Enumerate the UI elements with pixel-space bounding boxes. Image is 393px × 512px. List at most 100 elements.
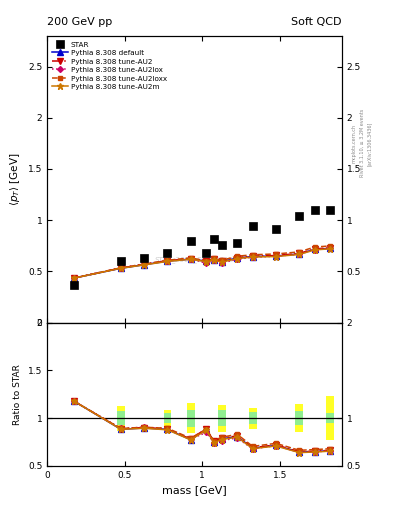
Pythia 8.308 default — [312, 246, 317, 252]
Pythia 8.308 tune-AU2lox — [188, 255, 193, 262]
Line: Pythia 8.308 default: Pythia 8.308 default — [72, 246, 333, 281]
Pythia 8.308 default — [204, 258, 209, 264]
Text: STAR_2006_S6860818: STAR_2006_S6860818 — [155, 256, 234, 263]
Pythia 8.308 tune-AU2m — [142, 262, 147, 268]
Line: Pythia 8.308 tune-AU2m: Pythia 8.308 tune-AU2m — [71, 245, 334, 282]
Text: 200 GeV pp: 200 GeV pp — [47, 17, 112, 27]
Pythia 8.308 tune-AU2m — [165, 259, 170, 265]
Bar — [163, 413, 171, 423]
STAR — [72, 282, 77, 288]
Pythia 8.308 tune-AU2lox — [142, 261, 147, 267]
Pythia 8.308 tune-AU2m — [274, 253, 278, 260]
Pythia 8.308 tune-AU2lox — [165, 258, 170, 264]
Pythia 8.308 tune-AU2 — [72, 275, 77, 281]
Pythia 8.308 tune-AU2m — [204, 259, 209, 265]
Pythia 8.308 default — [188, 256, 193, 262]
Pythia 8.308 tune-AU2m — [250, 254, 255, 260]
Pythia 8.308 tune-AU2m — [72, 275, 77, 281]
Pythia 8.308 default — [72, 275, 77, 281]
Pythia 8.308 tune-AU2lox — [211, 257, 216, 263]
Pythia 8.308 tune-AU2 — [250, 253, 255, 259]
STAR — [235, 240, 240, 246]
Pythia 8.308 tune-AU2loxx — [235, 253, 240, 259]
STAR — [142, 255, 147, 261]
Pythia 8.308 tune-AU2loxx — [312, 244, 317, 250]
Y-axis label: $\langle p_T \rangle$ [GeV]: $\langle p_T \rangle$ [GeV] — [8, 153, 22, 206]
Pythia 8.308 tune-AU2m — [188, 256, 193, 262]
Pythia 8.308 tune-AU2m — [235, 255, 240, 262]
Pythia 8.308 tune-AU2 — [165, 258, 170, 264]
Pythia 8.308 tune-AU2lox — [219, 260, 224, 266]
Bar — [249, 408, 257, 429]
Pythia 8.308 tune-AU2 — [328, 245, 332, 251]
Pythia 8.308 tune-AU2lox — [72, 275, 77, 281]
Pythia 8.308 default — [274, 253, 278, 259]
Pythia 8.308 default — [235, 255, 240, 261]
Pythia 8.308 tune-AU2 — [119, 265, 123, 271]
Pythia 8.308 tune-AU2loxx — [297, 249, 301, 255]
Pythia 8.308 default — [250, 253, 255, 260]
Pythia 8.308 tune-AU2loxx — [211, 255, 216, 261]
Bar — [218, 411, 226, 426]
Pythia 8.308 tune-AU2lox — [274, 253, 278, 259]
Pythia 8.308 default — [119, 265, 123, 271]
Line: Pythia 8.308 tune-AU2: Pythia 8.308 tune-AU2 — [72, 245, 333, 281]
Bar — [163, 410, 171, 426]
Text: Soft QCD: Soft QCD — [292, 17, 342, 27]
Text: mcplots.cern.ch: mcplots.cern.ch — [352, 124, 357, 163]
Y-axis label: Ratio to STAR: Ratio to STAR — [13, 364, 22, 424]
STAR — [211, 236, 216, 242]
Pythia 8.308 tune-AU2loxx — [119, 265, 123, 271]
STAR — [188, 238, 193, 244]
Pythia 8.308 tune-AU2 — [297, 250, 301, 257]
Pythia 8.308 default — [297, 251, 301, 257]
Line: Pythia 8.308 tune-AU2loxx: Pythia 8.308 tune-AU2loxx — [72, 244, 332, 280]
STAR — [328, 207, 332, 213]
Pythia 8.308 tune-AU2m — [328, 246, 332, 252]
Pythia 8.308 tune-AU2 — [188, 255, 193, 262]
Pythia 8.308 tune-AU2lox — [297, 251, 301, 257]
STAR — [165, 250, 170, 256]
Bar — [296, 412, 303, 425]
Pythia 8.308 tune-AU2m — [119, 265, 123, 271]
Bar — [187, 410, 195, 426]
Pythia 8.308 tune-AU2loxx — [204, 258, 209, 264]
Pythia 8.308 tune-AU2 — [235, 254, 240, 261]
Pythia 8.308 tune-AU2lox — [119, 265, 123, 271]
Pythia 8.308 tune-AU2m — [297, 251, 301, 258]
Pythia 8.308 tune-AU2lox — [250, 254, 255, 260]
Pythia 8.308 tune-AU2loxx — [72, 275, 77, 281]
STAR — [250, 223, 255, 229]
Pythia 8.308 tune-AU2loxx — [165, 257, 170, 263]
Pythia 8.308 tune-AU2lox — [204, 260, 209, 266]
Bar — [187, 403, 195, 434]
Pythia 8.308 tune-AU2loxx — [328, 243, 332, 249]
Bar — [327, 413, 334, 423]
Pythia 8.308 tune-AU2lox — [328, 245, 332, 251]
Bar — [249, 412, 257, 424]
Pythia 8.308 default — [328, 245, 332, 251]
Pythia 8.308 tune-AU2lox — [235, 256, 240, 262]
Pythia 8.308 tune-AU2loxx — [142, 261, 147, 267]
STAR — [204, 250, 209, 256]
Text: [arXiv:1306.3436]: [arXiv:1306.3436] — [367, 121, 372, 165]
X-axis label: mass [GeV]: mass [GeV] — [162, 485, 227, 495]
STAR — [274, 226, 278, 232]
Pythia 8.308 tune-AU2loxx — [188, 255, 193, 261]
STAR — [119, 258, 123, 264]
Bar — [117, 406, 125, 431]
Pythia 8.308 tune-AU2m — [312, 247, 317, 253]
Pythia 8.308 tune-AU2loxx — [219, 257, 224, 263]
Pythia 8.308 tune-AU2m — [211, 257, 216, 263]
Bar — [327, 396, 334, 440]
Legend: STAR, Pythia 8.308 default, Pythia 8.308 tune-AU2, Pythia 8.308 tune-AU2lox, Pyt: STAR, Pythia 8.308 default, Pythia 8.308… — [51, 39, 169, 92]
Bar — [218, 405, 226, 432]
Pythia 8.308 default — [219, 259, 224, 265]
Pythia 8.308 tune-AU2m — [219, 259, 224, 265]
Text: Rivet 3.1.10, ≥ 3.2M events: Rivet 3.1.10, ≥ 3.2M events — [360, 109, 365, 178]
STAR — [219, 242, 224, 248]
Pythia 8.308 tune-AU2 — [274, 252, 278, 259]
Pythia 8.308 tune-AU2 — [219, 258, 224, 264]
Line: STAR: STAR — [70, 206, 334, 288]
Pythia 8.308 tune-AU2lox — [312, 247, 317, 253]
